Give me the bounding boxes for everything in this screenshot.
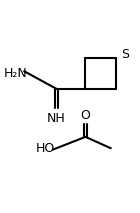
Text: O: O xyxy=(80,109,90,122)
Text: H₂N: H₂N xyxy=(4,67,27,80)
Text: NH: NH xyxy=(47,112,66,125)
Text: HO: HO xyxy=(36,142,55,155)
Text: S: S xyxy=(122,48,130,61)
